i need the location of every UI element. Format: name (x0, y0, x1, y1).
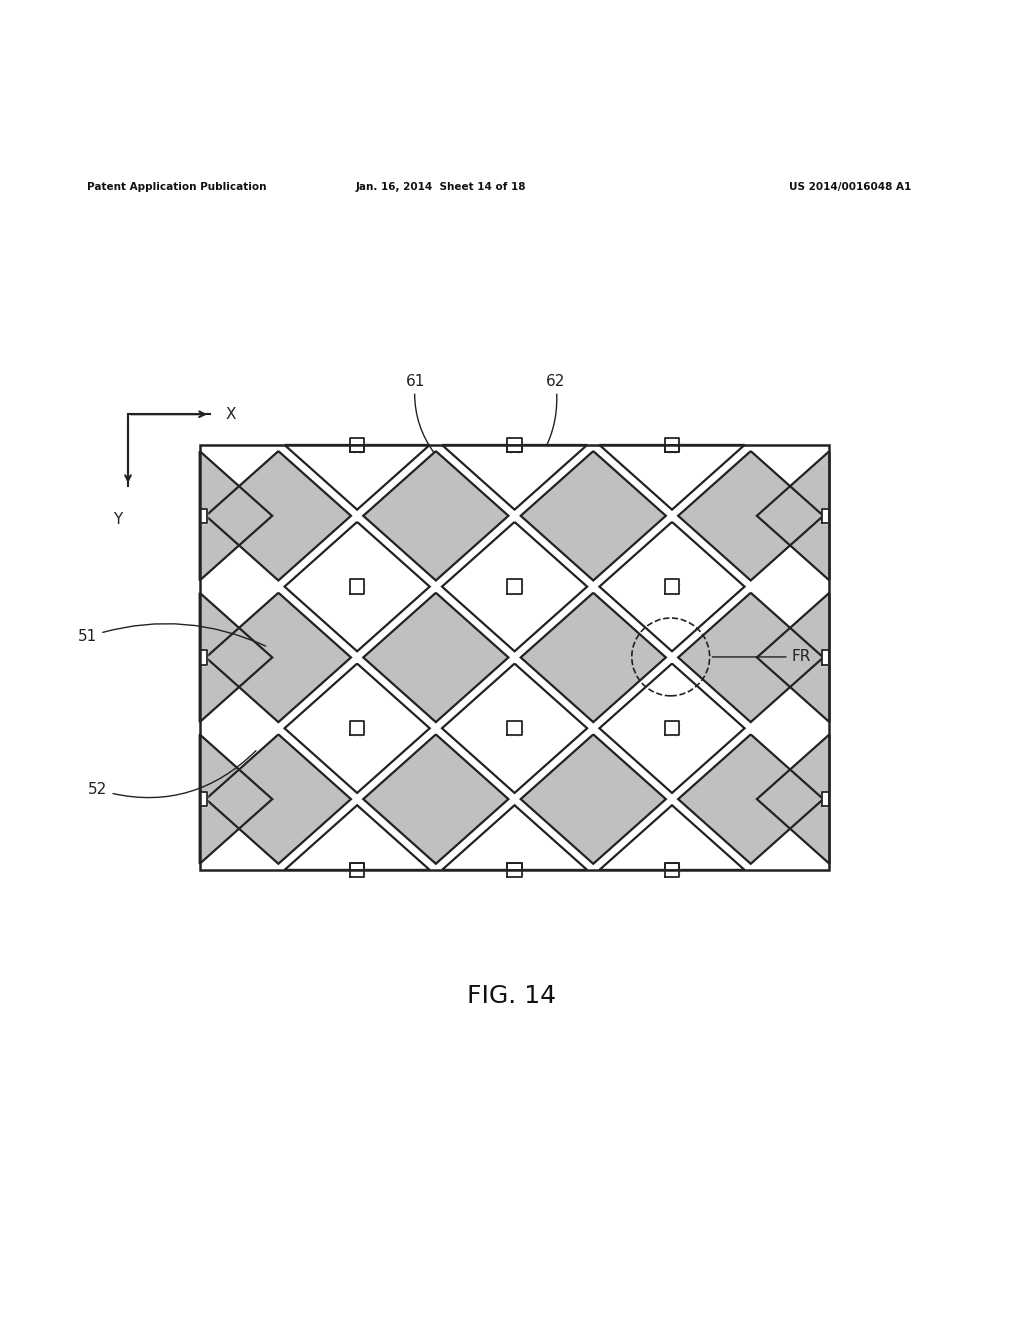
Polygon shape (520, 867, 521, 873)
Polygon shape (364, 583, 365, 590)
Polygon shape (599, 664, 744, 793)
Polygon shape (285, 445, 430, 510)
Polygon shape (200, 651, 207, 664)
Polygon shape (665, 863, 679, 870)
Polygon shape (350, 445, 365, 453)
Polygon shape (364, 734, 509, 863)
Polygon shape (442, 521, 587, 651)
Polygon shape (822, 792, 829, 807)
Polygon shape (599, 521, 744, 651)
Text: X: X (225, 407, 236, 422)
Polygon shape (665, 442, 666, 447)
Polygon shape (822, 651, 829, 664)
Polygon shape (507, 579, 521, 594)
Text: US 2014/0016048 A1: US 2014/0016048 A1 (788, 182, 911, 191)
Polygon shape (520, 451, 666, 581)
Polygon shape (678, 451, 823, 581)
Polygon shape (507, 863, 521, 876)
Polygon shape (364, 867, 365, 873)
Polygon shape (665, 438, 679, 453)
Polygon shape (206, 451, 351, 581)
Polygon shape (665, 863, 679, 876)
Polygon shape (285, 664, 430, 793)
Polygon shape (364, 725, 365, 731)
Polygon shape (520, 725, 521, 731)
Polygon shape (442, 445, 587, 510)
Text: Patent Application Publication: Patent Application Publication (87, 182, 266, 191)
Polygon shape (200, 508, 207, 523)
Polygon shape (200, 445, 829, 870)
Polygon shape (350, 725, 351, 731)
Polygon shape (678, 442, 679, 447)
Polygon shape (507, 863, 521, 870)
Polygon shape (665, 721, 679, 735)
Text: 62: 62 (537, 374, 565, 463)
Polygon shape (757, 451, 829, 581)
Polygon shape (364, 593, 509, 722)
Polygon shape (364, 442, 365, 447)
Polygon shape (200, 451, 272, 581)
Polygon shape (200, 734, 272, 863)
Polygon shape (507, 725, 509, 731)
Polygon shape (757, 593, 829, 722)
Polygon shape (678, 583, 679, 590)
Polygon shape (507, 583, 509, 590)
Polygon shape (206, 734, 351, 863)
Polygon shape (757, 734, 829, 863)
Polygon shape (350, 442, 351, 447)
Polygon shape (665, 579, 679, 594)
Polygon shape (350, 721, 365, 735)
Polygon shape (200, 792, 207, 807)
Polygon shape (364, 451, 509, 581)
Polygon shape (285, 521, 430, 651)
Polygon shape (507, 445, 521, 453)
Polygon shape (350, 863, 365, 876)
Polygon shape (442, 805, 587, 870)
Text: 52: 52 (88, 751, 256, 797)
Polygon shape (665, 867, 666, 873)
Text: 51: 51 (78, 623, 265, 645)
Polygon shape (665, 445, 679, 453)
Text: 61: 61 (406, 374, 434, 453)
Polygon shape (442, 664, 587, 793)
Polygon shape (520, 442, 521, 447)
Polygon shape (665, 583, 666, 590)
Polygon shape (350, 863, 365, 870)
Polygon shape (206, 593, 351, 722)
Polygon shape (507, 721, 521, 735)
Polygon shape (507, 442, 509, 447)
Text: FR: FR (713, 649, 811, 664)
Bar (200, 445, 829, 870)
Polygon shape (678, 593, 823, 722)
Polygon shape (507, 438, 521, 453)
Polygon shape (678, 734, 823, 863)
Polygon shape (285, 805, 430, 870)
Text: Jan. 16, 2014  Sheet 14 of 18: Jan. 16, 2014 Sheet 14 of 18 (355, 182, 525, 191)
Polygon shape (350, 867, 351, 873)
Polygon shape (665, 725, 666, 731)
Text: FIG. 14: FIG. 14 (467, 983, 557, 1008)
Polygon shape (599, 445, 744, 510)
Polygon shape (200, 593, 272, 722)
Polygon shape (678, 725, 679, 731)
Polygon shape (350, 579, 365, 594)
Polygon shape (520, 734, 666, 863)
Polygon shape (599, 805, 744, 870)
Polygon shape (822, 508, 829, 523)
Polygon shape (520, 583, 521, 590)
Polygon shape (520, 593, 666, 722)
Text: Y: Y (113, 512, 123, 527)
Polygon shape (350, 438, 365, 453)
Polygon shape (350, 583, 351, 590)
Polygon shape (678, 867, 679, 873)
Polygon shape (507, 867, 509, 873)
